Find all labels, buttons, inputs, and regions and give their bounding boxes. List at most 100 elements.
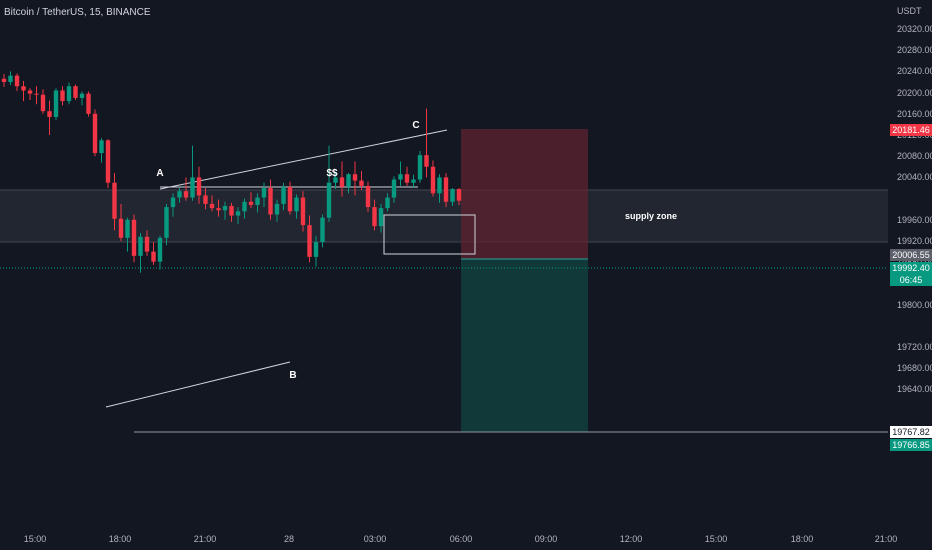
price-tick: 19960.00	[897, 214, 932, 225]
candle-body	[21, 86, 26, 91]
candle-body	[79, 93, 85, 98]
price-tick: 19640.00	[897, 384, 932, 395]
target-zone[interactable]	[461, 259, 588, 432]
time-tick: 21:00	[193, 534, 217, 544]
countdown-badge: 06:45	[890, 274, 932, 286]
candle-body	[339, 177, 345, 187]
candle-body	[437, 177, 442, 194]
time-tick: 06:00	[449, 534, 473, 544]
candle-body	[300, 197, 306, 226]
candle-body	[151, 251, 156, 262]
candle-body	[131, 219, 137, 256]
current-price-badge: 19992.40	[890, 262, 932, 274]
trendline-b[interactable]	[105, 361, 291, 408]
price-tick: 19920.00	[897, 236, 932, 246]
candle-body	[99, 140, 104, 154]
candle-body	[216, 208, 221, 211]
candle-body	[313, 242, 319, 257]
candle-body	[391, 179, 397, 198]
candle-body	[450, 189, 455, 202]
candle-body	[164, 207, 169, 238]
candle-body	[287, 186, 293, 212]
candle-body	[60, 90, 65, 102]
candle-body	[66, 86, 72, 102]
candle-body	[190, 177, 195, 198]
price-tick: 19720.00	[897, 342, 932, 352]
candle-body	[235, 211, 241, 216]
price-tick: 19680.00	[897, 363, 932, 374]
time-tick: 12:00	[619, 534, 643, 544]
stop-zone[interactable]	[461, 129, 588, 259]
candle-body	[404, 174, 410, 183]
trendline-a-c[interactable]	[159, 129, 448, 190]
candle-body	[8, 75, 13, 82]
candle-body	[411, 179, 416, 183]
candle-body	[27, 90, 33, 94]
price-tick: 20040.00	[897, 172, 932, 183]
candles	[1, 71, 462, 273]
candle-body	[157, 237, 163, 262]
price-tick: 20200.00	[897, 87, 932, 98]
target-price-badge: 19766.85	[890, 439, 932, 451]
price-tick: 19800.00	[897, 299, 932, 310]
candle-body	[14, 75, 20, 87]
liquidity-label[interactable]: $$	[326, 168, 338, 179]
time-tick: 15:00	[704, 534, 728, 544]
candle-body	[372, 207, 377, 227]
candle-body	[430, 166, 436, 194]
candle-body	[326, 182, 332, 218]
candle-body	[417, 155, 423, 180]
candle-body	[209, 203, 215, 209]
candle-body	[378, 208, 384, 227]
candle-body	[144, 236, 150, 252]
candle-body	[47, 111, 52, 117]
candle-body	[248, 201, 254, 205]
candle-body	[424, 155, 429, 167]
candle-body	[40, 94, 46, 112]
time-tick: 03:00	[363, 534, 387, 544]
candle-body	[229, 206, 234, 216]
candle-body	[443, 177, 449, 202]
candle-body	[320, 217, 325, 243]
candle-body	[183, 191, 189, 198]
candle-body	[53, 90, 59, 117]
candle-body	[456, 189, 462, 201]
supply-zone-label[interactable]: supply zone	[625, 211, 678, 221]
price-tick: 20080.00	[897, 151, 932, 162]
price-tick: 20240.00	[897, 66, 932, 77]
point-c-label[interactable]: C	[412, 120, 420, 131]
candle-body	[385, 197, 390, 209]
range-box[interactable]	[383, 214, 476, 255]
candle-body	[73, 86, 78, 98]
candle-body	[222, 206, 228, 211]
candle-body	[196, 177, 202, 196]
stop-price-badge: 20181.46	[890, 124, 932, 136]
candle-body	[203, 195, 208, 204]
time-tick: 18:00	[108, 534, 132, 544]
candle-body	[125, 219, 130, 238]
price-tick: 20320.00	[897, 24, 932, 34]
candle-body	[138, 236, 143, 256]
price-axis-unit: USDT	[897, 6, 922, 16]
candle-body	[242, 201, 247, 212]
candle-body	[118, 218, 124, 238]
candle-body	[92, 113, 98, 154]
candle-body	[352, 174, 358, 181]
candle-body	[365, 185, 371, 208]
last-price-badge: 20006.55	[890, 249, 932, 261]
chart-title: Bitcoin / TetherUS, 15, BINANCE	[4, 7, 151, 18]
candle-body	[346, 174, 351, 187]
target-line-badge: 19767.82	[890, 426, 932, 438]
point-b-label[interactable]: B	[289, 370, 297, 381]
candle-body	[268, 188, 273, 215]
candle-body	[333, 177, 338, 183]
candle-body	[170, 197, 176, 208]
point-a-label[interactable]: A	[156, 168, 164, 179]
candle-body	[105, 140, 111, 183]
time-tick: 18:00	[790, 534, 814, 544]
candle-body	[261, 188, 267, 198]
time-tick: 28	[283, 534, 295, 544]
time-tick: 21:00	[874, 534, 898, 544]
candle-body	[294, 197, 299, 212]
